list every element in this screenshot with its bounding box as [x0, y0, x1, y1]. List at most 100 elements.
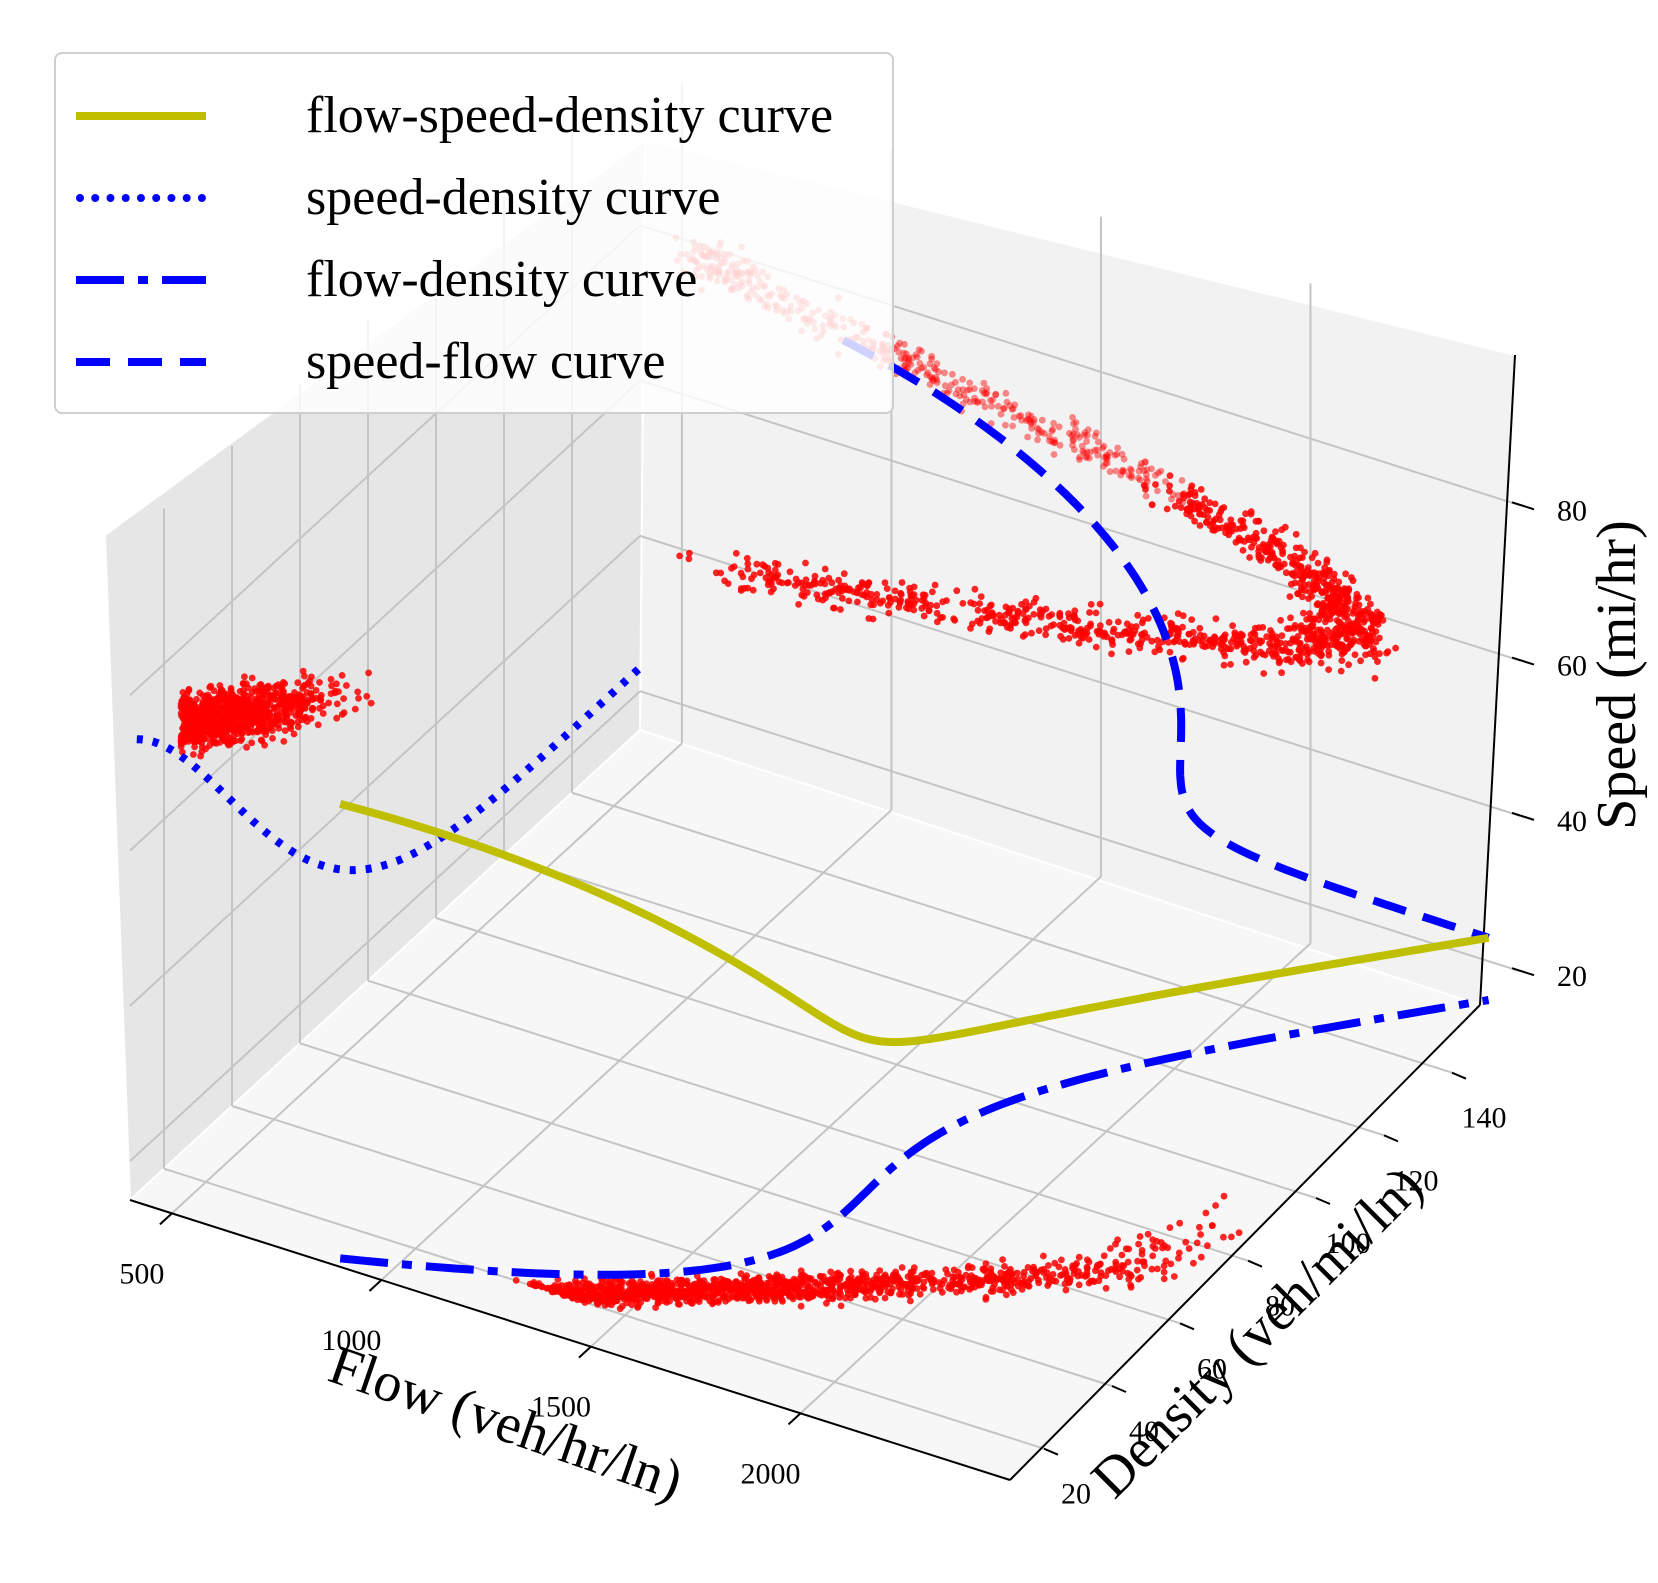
scatter-point: [1220, 1192, 1228, 1200]
scatter-point: [616, 1305, 624, 1313]
scatter-point: [1181, 641, 1189, 648]
scatter-point: [244, 705, 251, 712]
scatter-point: [883, 585, 891, 592]
scatter-point: [1085, 454, 1093, 462]
scatter-point: [1354, 616, 1362, 624]
scatter-point: [913, 1285, 921, 1292]
scatter-point: [224, 691, 232, 698]
scatter-point: [997, 410, 1005, 418]
scatter-point: [1018, 416, 1026, 424]
scatter-point: [1301, 548, 1308, 556]
legend: flow-speed-density curve speed-density c…: [54, 52, 894, 414]
scatter-point: [1152, 481, 1159, 488]
scatter-point: [812, 1279, 819, 1287]
scatter-point: [853, 588, 861, 596]
scatter-point: [1137, 640, 1144, 648]
scatter-point: [835, 576, 842, 584]
scatter-point: [1337, 667, 1345, 675]
scatter-point: [1204, 513, 1212, 521]
scatter-point: [783, 579, 791, 587]
scatter-point: [1352, 599, 1359, 607]
scatter-point: [325, 699, 332, 707]
scatter-point: [663, 1282, 671, 1290]
scatter-point: [804, 1283, 812, 1291]
scatter-point: [1005, 1276, 1013, 1284]
scatter-point: [960, 391, 968, 399]
scatter-point: [1235, 537, 1242, 544]
scatter-point: [238, 705, 245, 713]
scatter-point: [1025, 411, 1032, 419]
scatter-point: [1105, 618, 1113, 626]
scatter-point: [992, 617, 999, 625]
scatter-point: [367, 699, 375, 707]
scatter-point: [1262, 548, 1270, 556]
scatter-point: [764, 581, 772, 589]
scatter-point: [1149, 1252, 1157, 1260]
scatter-point: [1166, 648, 1174, 656]
scatter-point: [743, 1292, 751, 1300]
scatter-point: [1057, 1272, 1064, 1279]
scatter-point: [1307, 572, 1314, 579]
scatter-point: [778, 1273, 786, 1281]
scatter-point: [920, 364, 928, 371]
scatter-point: [1056, 613, 1064, 621]
scatter-point: [585, 1288, 593, 1296]
scatter-point: [1120, 455, 1128, 463]
scatter-point: [1233, 636, 1241, 644]
scatter-point: [1273, 633, 1280, 641]
scatter-point: [847, 1294, 854, 1302]
scatter-point: [916, 1290, 924, 1298]
scatter-point: [930, 364, 938, 372]
scatter-point: [1171, 637, 1179, 645]
scatter-point: [1137, 1274, 1145, 1281]
scatter-point: [287, 725, 295, 732]
scatter-point: [1069, 430, 1077, 438]
scatter-point: [935, 1279, 943, 1286]
scatter-point: [1211, 500, 1219, 508]
scatter-point: [1392, 644, 1399, 652]
scatter-point: [1094, 451, 1102, 459]
scatter-point: [806, 1276, 813, 1284]
scatter-point: [1287, 553, 1294, 561]
scatter-point: [280, 738, 288, 745]
scatter-point: [810, 579, 818, 586]
scatter-point: [1148, 501, 1156, 509]
scatter-point: [1055, 1263, 1063, 1271]
scatter-point: [1239, 547, 1247, 554]
scatter-point: [1168, 495, 1175, 503]
scatter-point: [756, 1288, 764, 1296]
scatter-point: [628, 1291, 636, 1299]
scatter-point: [924, 369, 932, 376]
scatter-point: [1138, 1250, 1146, 1258]
scatter-point: [206, 684, 214, 691]
scatter-point: [1257, 648, 1264, 656]
scatter-point: [989, 396, 996, 404]
scatter-point: [697, 1280, 704, 1287]
scatter-point: [1122, 1245, 1130, 1253]
legend-label: speed-density curve: [306, 169, 721, 226]
scatter-point: [922, 599, 930, 607]
scatter-point: [1017, 412, 1025, 419]
scatter-point: [983, 385, 991, 392]
scatter-point: [873, 1275, 881, 1283]
scatter-point: [1065, 610, 1072, 618]
scatter-point: [909, 354, 916, 362]
scatter-point: [1273, 642, 1281, 649]
scatter-point: [858, 1268, 866, 1276]
scatter-point: [1167, 627, 1175, 635]
scatter-point: [648, 1291, 656, 1299]
scatter-point: [215, 705, 223, 713]
scatter-point: [1151, 648, 1159, 656]
scatter-point: [218, 686, 226, 694]
scatter-point: [994, 402, 1002, 410]
scatter-point: [1333, 617, 1341, 624]
scatter-point: [309, 695, 317, 703]
scatter-point: [1383, 649, 1390, 657]
scatter-point: [601, 1288, 609, 1296]
scatter-point: [1080, 449, 1088, 457]
scatter-point: [265, 682, 272, 690]
scatter-point: [1135, 474, 1142, 482]
scatter-point: [907, 361, 915, 368]
scatter-point: [340, 695, 347, 702]
scatter-point: [1001, 1281, 1008, 1289]
